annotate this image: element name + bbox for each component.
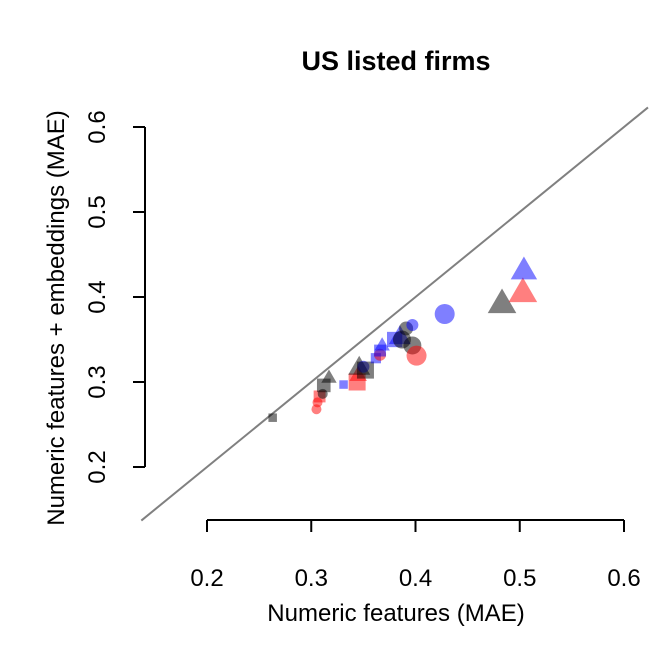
points-layer: [268, 256, 538, 422]
data-point-square: [356, 361, 374, 379]
y-tick-label: 0.4: [84, 280, 111, 313]
y-tick-label: 0.2: [84, 450, 111, 483]
x-tick-label: 0.2: [190, 565, 223, 592]
x-tick-label: 0.6: [607, 565, 640, 592]
data-point-square: [268, 413, 277, 422]
y-tick-label: 0.3: [84, 365, 111, 398]
data-point-square: [339, 380, 348, 389]
y-tick-label: 0.6: [84, 110, 111, 143]
data-point-triangle: [508, 277, 538, 303]
data-point-square: [374, 344, 387, 357]
data-point-circle: [406, 319, 419, 332]
data-point-triangle: [374, 337, 390, 351]
x-tick-label: 0.4: [399, 565, 432, 592]
data-point-triangle: [510, 256, 538, 280]
x-tick-label: 0.5: [503, 565, 536, 592]
chart-title: US listed firms: [301, 46, 490, 76]
y-axis-label: Numeric features + embeddings (MAE): [43, 110, 70, 526]
y-tick-label: 0.5: [84, 195, 111, 228]
x-axis-label: Numeric features (MAE): [267, 600, 524, 627]
data-point-triangle: [487, 288, 517, 314]
data-point-circle: [434, 304, 455, 324]
data-point-triangle: [321, 369, 337, 383]
reference-line: [140, 106, 649, 522]
reference-line-layer: [140, 106, 649, 522]
data-point-circle: [406, 345, 427, 366]
x-tick-label: 0.3: [295, 565, 328, 592]
axes-layer: 0.2 0.3 0.4 0.5 0.6 0.2 0.3 0.4 0.5 0.6: [84, 110, 641, 592]
